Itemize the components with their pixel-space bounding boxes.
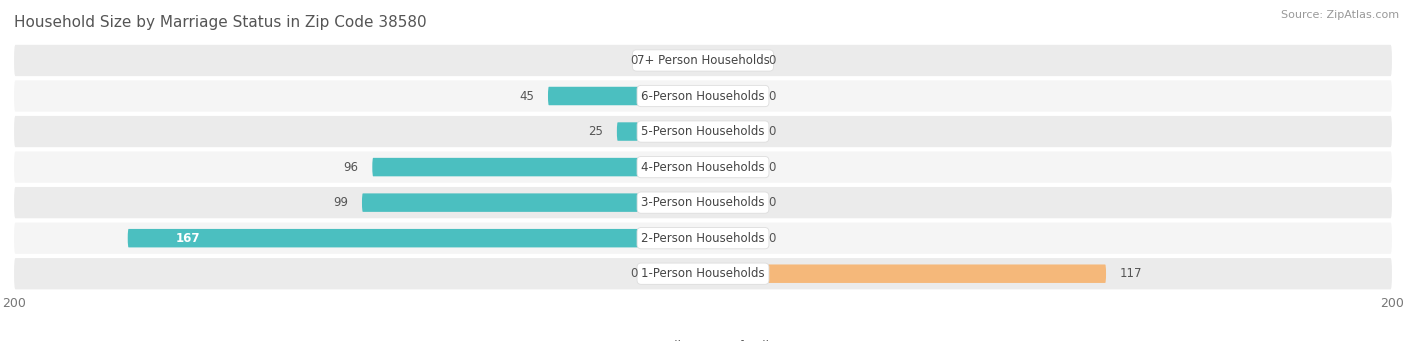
FancyBboxPatch shape bbox=[703, 229, 755, 248]
Text: 0: 0 bbox=[769, 54, 776, 67]
Text: Source: ZipAtlas.com: Source: ZipAtlas.com bbox=[1281, 10, 1399, 20]
Text: 99: 99 bbox=[333, 196, 349, 209]
Text: 45: 45 bbox=[519, 89, 534, 103]
Text: 0: 0 bbox=[769, 125, 776, 138]
Text: Household Size by Marriage Status in Zip Code 38580: Household Size by Marriage Status in Zip… bbox=[14, 15, 426, 30]
Text: 5-Person Households: 5-Person Households bbox=[641, 125, 765, 138]
FancyBboxPatch shape bbox=[14, 116, 1392, 147]
Text: 1-Person Households: 1-Person Households bbox=[641, 267, 765, 280]
Text: 0: 0 bbox=[769, 232, 776, 245]
FancyBboxPatch shape bbox=[14, 258, 1392, 290]
Text: 167: 167 bbox=[176, 232, 201, 245]
FancyBboxPatch shape bbox=[703, 87, 755, 105]
FancyBboxPatch shape bbox=[14, 223, 1392, 254]
FancyBboxPatch shape bbox=[617, 122, 703, 141]
FancyBboxPatch shape bbox=[548, 87, 703, 105]
Text: 0: 0 bbox=[630, 267, 637, 280]
FancyBboxPatch shape bbox=[128, 229, 703, 248]
Text: 96: 96 bbox=[343, 161, 359, 174]
FancyBboxPatch shape bbox=[703, 158, 755, 176]
Text: 4-Person Households: 4-Person Households bbox=[641, 161, 765, 174]
Text: 0: 0 bbox=[769, 161, 776, 174]
FancyBboxPatch shape bbox=[14, 151, 1392, 183]
FancyBboxPatch shape bbox=[703, 122, 755, 141]
Text: 117: 117 bbox=[1119, 267, 1142, 280]
FancyBboxPatch shape bbox=[14, 80, 1392, 112]
Text: 7+ Person Households: 7+ Person Households bbox=[637, 54, 769, 67]
Text: 0: 0 bbox=[769, 196, 776, 209]
Text: 0: 0 bbox=[630, 54, 637, 67]
FancyBboxPatch shape bbox=[373, 158, 703, 176]
FancyBboxPatch shape bbox=[703, 193, 755, 212]
Text: 25: 25 bbox=[588, 125, 603, 138]
FancyBboxPatch shape bbox=[703, 265, 1107, 283]
Text: 0: 0 bbox=[769, 89, 776, 103]
Text: 3-Person Households: 3-Person Households bbox=[641, 196, 765, 209]
FancyBboxPatch shape bbox=[14, 187, 1392, 218]
Text: 6-Person Households: 6-Person Households bbox=[641, 89, 765, 103]
Text: 2-Person Households: 2-Person Households bbox=[641, 232, 765, 245]
FancyBboxPatch shape bbox=[651, 265, 703, 283]
Legend: Family, Nonfamily: Family, Nonfamily bbox=[624, 336, 782, 341]
FancyBboxPatch shape bbox=[361, 193, 703, 212]
FancyBboxPatch shape bbox=[651, 51, 703, 70]
FancyBboxPatch shape bbox=[14, 45, 1392, 76]
FancyBboxPatch shape bbox=[703, 51, 755, 70]
